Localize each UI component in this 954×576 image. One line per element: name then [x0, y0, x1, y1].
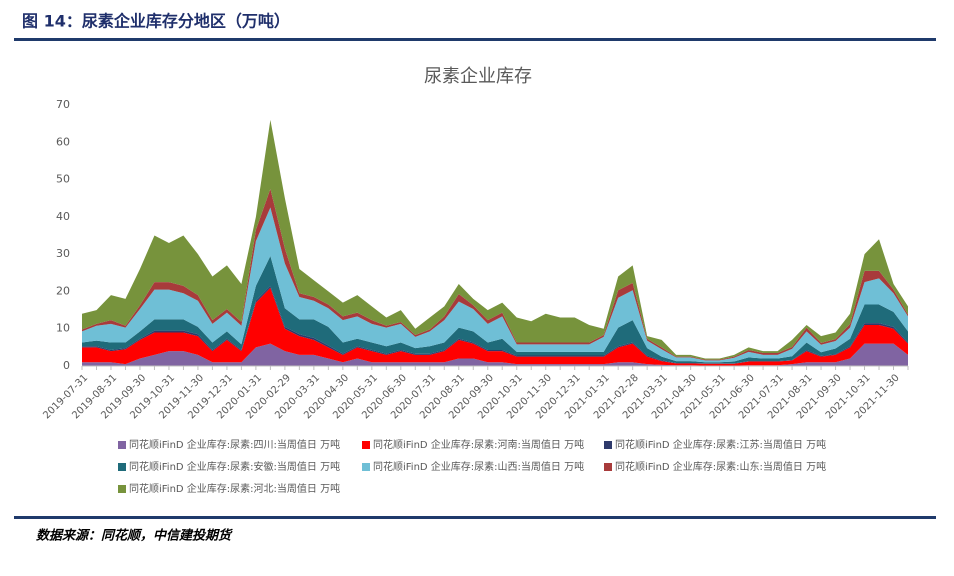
chart-title: 尿素企业库存 — [424, 66, 532, 87]
legend-label: 同花顺iFinD 企业库存:尿素:河北:当周值日 万吨 — [129, 482, 340, 495]
area — [82, 119, 908, 360]
legend-swatch — [118, 485, 126, 493]
footer-rule — [14, 516, 936, 519]
legend-swatch — [604, 441, 612, 449]
y-tick-label: 10 — [56, 322, 70, 335]
y-tick-label: 50 — [56, 173, 70, 186]
y-tick-label: 70 — [56, 98, 70, 111]
page-title: 图 14：尿素企业库存分地区（万吨） — [22, 12, 290, 31]
legend-label: 同花顺iFinD 企业库存:尿素:四川:当周值日 万吨 — [129, 438, 340, 451]
legend-label: 同花顺iFinD 企业库存:尿素:安徽:当周值日 万吨 — [129, 460, 340, 473]
area — [82, 188, 908, 361]
legend-swatch — [604, 463, 612, 471]
legend-swatch — [362, 463, 370, 471]
y-tick-label: 20 — [56, 284, 70, 297]
legend-swatch — [362, 441, 370, 449]
y-tick-label: 30 — [56, 247, 70, 260]
y-tick-label: 0 — [63, 359, 70, 372]
legend-label: 同花顺iFinD 企业库存:尿素:山东:当周值日 万吨 — [615, 460, 826, 473]
y-tick-label: 60 — [56, 135, 70, 148]
area — [82, 285, 908, 364]
area — [82, 343, 908, 366]
area — [82, 207, 908, 363]
y-tick-label: 40 — [56, 210, 70, 223]
area — [82, 287, 908, 366]
legend-label: 同花顺iFinD 企业库存:尿素:河南:当周值日 万吨 — [373, 438, 584, 451]
legend-swatch — [118, 463, 126, 471]
source: 数据来源：同花顺，中信建投期货 — [36, 528, 233, 544]
area — [82, 256, 908, 364]
legend-label: 同花顺iFinD 企业库存:尿素:山西:当周值日 万吨 — [373, 460, 584, 473]
header-rule — [14, 38, 936, 41]
legend-label: 同花顺iFinD 企业库存:尿素:江苏:当周值日 万吨 — [615, 438, 826, 451]
legend-swatch — [118, 441, 126, 449]
